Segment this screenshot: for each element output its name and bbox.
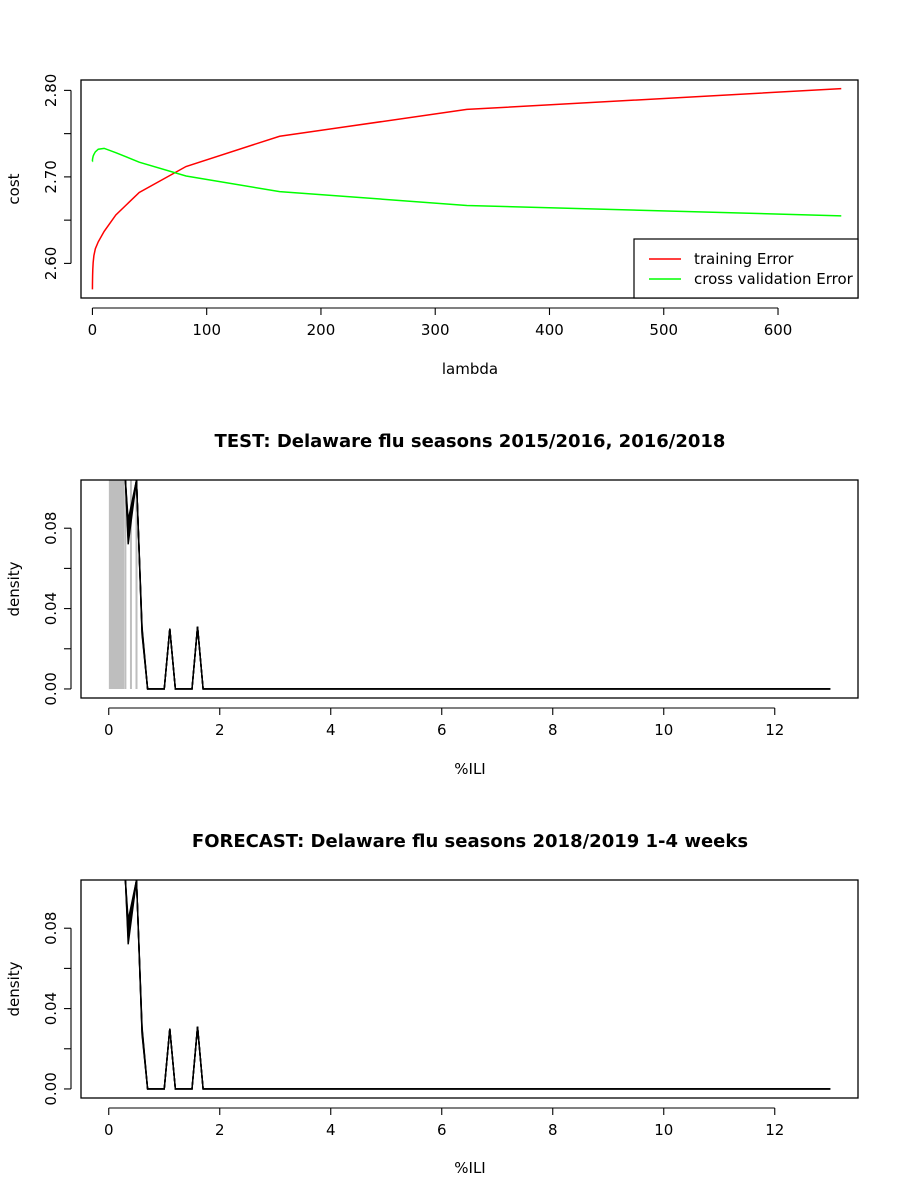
x-tick-label: 300 (421, 321, 450, 339)
y-tick-label: 0.00 (42, 672, 60, 705)
panel-1-y-axis: 2.60 2.70 2.80 (42, 74, 72, 280)
x-tick-label: 100 (192, 321, 221, 339)
density-curve (124, 480, 831, 690)
panel-3-frame (80, 879, 859, 1099)
x-tick-label: 0 (88, 321, 98, 339)
panel-2-x-axis: 0 2 4 6 8 10 12 (104, 707, 784, 739)
panel-2-xlabel: %ILI (454, 760, 485, 778)
legend-box (633, 238, 859, 299)
panel-3-ylabel: density (5, 961, 23, 1016)
x-tick-label: 6 (437, 1121, 447, 1139)
y-tick-label: 0.08 (42, 912, 60, 945)
panel-1-ylabel: cost (5, 173, 23, 204)
density-curve (124, 480, 831, 690)
panel-3-series (124, 880, 831, 1090)
density-curve (124, 880, 831, 1090)
x-tick-label: 8 (548, 1121, 558, 1139)
density-curve (124, 880, 831, 1090)
panel-test: TEST: Delaware flu seasons 2015/2016, 20… (5, 431, 859, 778)
density-curve (124, 880, 831, 1090)
x-tick-label: 200 (307, 321, 336, 339)
panel-1-x-axis: 0 100 200 300 400 500 600 (88, 307, 793, 339)
panel-2-ylabel: density (5, 561, 23, 616)
panel-2-frame (80, 479, 859, 699)
y-tick-label: 2.80 (42, 74, 60, 107)
panel-3-x-axis: 0 2 4 6 8 10 12 (104, 1107, 784, 1139)
legend-label-training: training Error (694, 250, 794, 268)
panel-3-title: FORECAST: Delaware flu seasons 2018/2019… (192, 831, 748, 852)
x-tick-label: 2 (215, 721, 225, 739)
y-tick-label: 0.00 (42, 1072, 60, 1105)
density-curve (124, 480, 831, 690)
series-training-error-line (91, 87, 842, 290)
y-tick-label: 0.08 (42, 512, 60, 545)
panel-cost: lambda cost 0 100 200 300 400 500 600 2.60 2.70… (5, 74, 859, 378)
series-cv-error-line (91, 147, 842, 217)
x-tick-label: 12 (765, 1121, 784, 1139)
density-curve (124, 880, 831, 1090)
panel-3-xlabel: %ILI (454, 1159, 485, 1177)
x-tick-label: 12 (765, 721, 784, 739)
x-tick-label: 2 (215, 1121, 225, 1139)
x-tick-label: 600 (764, 321, 793, 339)
panel-2-series (108, 480, 831, 690)
legend: training Error cross validation Error (633, 238, 859, 299)
panel-1-series (91, 87, 842, 290)
x-tick-label: 0 (104, 1121, 114, 1139)
x-tick-label: 6 (437, 721, 447, 739)
panel-2-title: TEST: Delaware flu seasons 2015/2016, 20… (215, 431, 726, 452)
density-curve (124, 480, 831, 690)
panel-forecast: FORECAST: Delaware flu seasons 2018/2019… (5, 831, 859, 1177)
y-tick-label: 0.04 (42, 992, 60, 1025)
y-tick-label: 2.70 (42, 160, 60, 193)
density-curve (124, 880, 831, 1090)
y-tick-label: 2.60 (42, 247, 60, 280)
x-tick-label: 10 (654, 1121, 673, 1139)
x-tick-label: 4 (326, 1121, 336, 1139)
legend-label-cv: cross validation Error (694, 270, 854, 288)
x-tick-label: 0 (104, 721, 114, 739)
panel-3-y-axis: 0.00 0.04 0.08 (42, 912, 72, 1106)
density-curve (124, 480, 831, 690)
x-tick-label: 500 (649, 321, 678, 339)
x-tick-label: 4 (326, 721, 336, 739)
x-tick-label: 400 (535, 321, 564, 339)
y-tick-label: 0.04 (42, 592, 60, 625)
panel-2-y-axis: 0.00 0.04 0.08 (42, 512, 72, 706)
panel-1-xlabel: lambda (442, 360, 498, 378)
panel-1-frame (80, 79, 859, 299)
x-tick-label: 10 (654, 721, 673, 739)
x-tick-label: 8 (548, 721, 558, 739)
